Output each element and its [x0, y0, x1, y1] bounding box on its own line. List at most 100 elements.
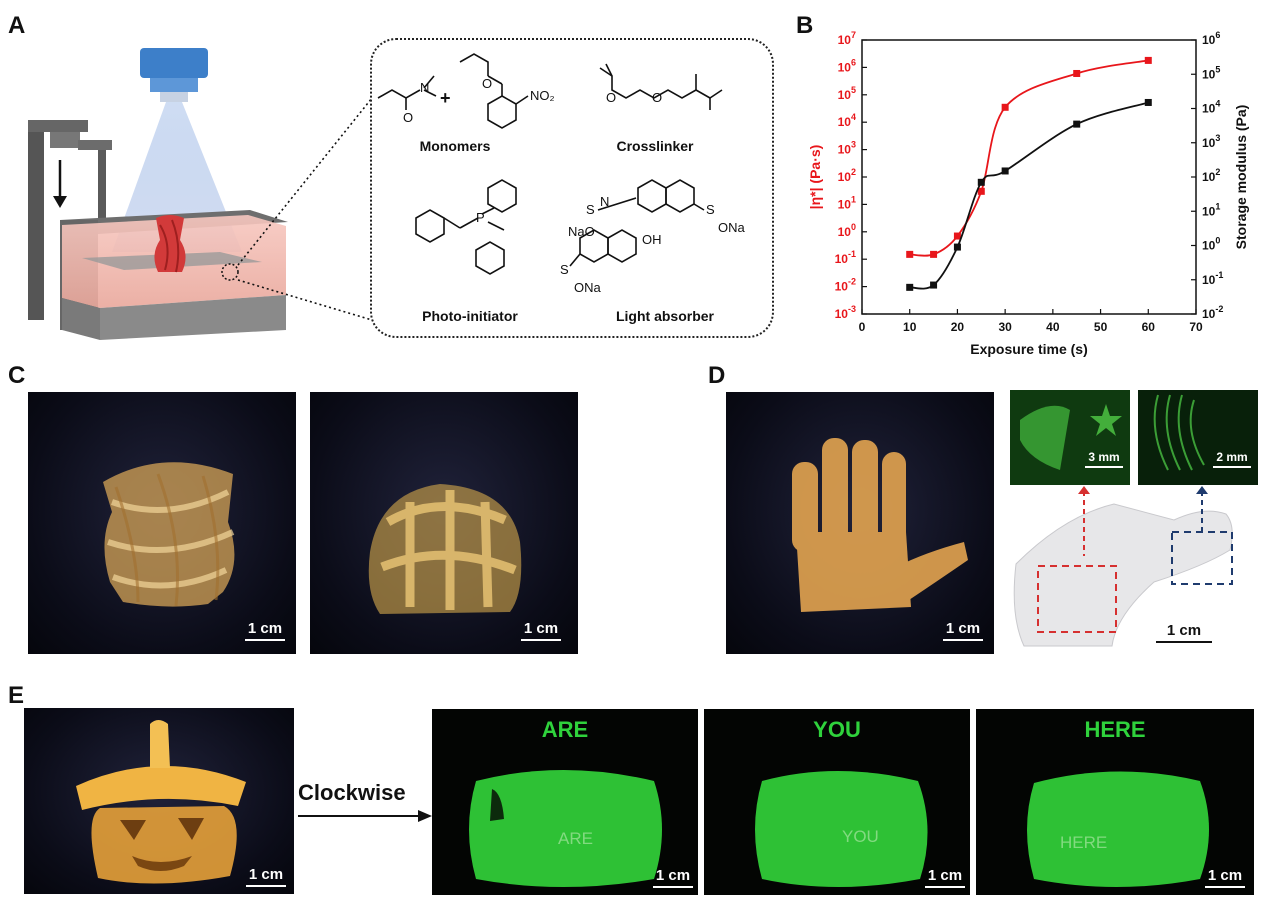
photoinitiator-label: Photo-initiator: [422, 308, 518, 324]
panel-label-c: C: [8, 362, 26, 389]
right-arrow-icon: [418, 810, 432, 822]
y-left-tick-label: 10-2: [835, 277, 856, 294]
plot-frame: [861, 39, 1197, 315]
rheology-chart: 0 10 20 30 40 50 60 70 10-3 10-2 10-1 100 101 102 103 1…: [807, 30, 1249, 357]
hand-3d-model: [1013, 486, 1233, 647]
panel-label-a: A: [8, 12, 26, 39]
viscosity-point: [906, 250, 914, 258]
chem-structures: N O + O NO₂ O O P N S ONa S NaO OH S ONa: [377, 53, 746, 295]
engraved-text-are: ARE: [558, 829, 593, 848]
x-tick-label: 50: [1094, 320, 1108, 334]
modulus-point: [1001, 167, 1009, 175]
scale-bar-d3: 2 mm: [1210, 450, 1254, 468]
green-title-you: YOU: [813, 717, 861, 742]
green-pumpkin-here: HERE HERE 1 cm: [976, 709, 1254, 895]
x-axis-label: Exposure time (s): [970, 341, 1087, 357]
chem-ona2: ONa: [574, 280, 602, 295]
y-right-tick-label: 102: [1202, 167, 1220, 184]
green-pumpkin-are: ARE ARE 1 cm: [432, 709, 698, 895]
green-title-are: ARE: [541, 717, 589, 742]
clockwise-label: Clockwise: [298, 780, 406, 805]
y-right-tick-label: 105: [1202, 64, 1220, 81]
scale-bar-d2: 3 mm: [1082, 450, 1126, 468]
chem-oh: OH: [642, 232, 662, 247]
viscosity-point: [1073, 69, 1081, 77]
viscosity-point: [1144, 56, 1152, 64]
modulus-point: [930, 281, 938, 289]
panel-label-b: B: [796, 12, 814, 39]
engraved-text-you: YOU: [842, 827, 879, 846]
viscosity-point: [953, 232, 961, 240]
monomers-label: Monomers: [419, 138, 491, 154]
y-left-tick-label: 103: [838, 140, 856, 157]
y-left-axis-label: |η*| (Pa·s): [807, 145, 823, 210]
scale-bar-d4: 1 cm: [1154, 622, 1214, 643]
light-absorber-label: Light absorber: [615, 308, 714, 324]
blue-dashed-box: [1171, 531, 1233, 585]
projector-icon: [140, 48, 208, 78]
viscosity-point: [977, 187, 985, 195]
chem-ona1: ONa: [718, 220, 746, 235]
photo-hand: 1 cm: [726, 392, 994, 654]
photo-pumpkin: 1 cm: [24, 708, 294, 894]
green-title-here: HERE: [1084, 717, 1146, 742]
modulus-line: [909, 101, 1149, 290]
zoom-circle: [221, 263, 239, 281]
y-right-tick-label: 100: [1202, 236, 1220, 253]
engraved-text-here: HERE: [1060, 833, 1108, 852]
chem-s3: S: [560, 262, 569, 277]
viscosity-line: [909, 59, 1149, 257]
scale-bar-c2: 1 cm: [516, 620, 566, 641]
photo-twisted-vase: 1 cm: [28, 392, 296, 654]
down-arrow-icon: [53, 196, 67, 208]
crosslinker-label: Crosslinker: [616, 138, 694, 154]
modulus-point: [953, 243, 961, 251]
y-left-tick-label: 102: [838, 167, 856, 184]
panel-label-d: D: [708, 362, 726, 389]
x-tick-label: 10: [903, 320, 917, 334]
y-left-tick-label: 104: [838, 112, 856, 129]
pumpkin-eye-left: [120, 820, 146, 840]
y-left-tick-label: 100: [838, 222, 856, 239]
stand: [28, 120, 44, 320]
x-tick-label: 70: [1189, 320, 1203, 334]
y-left-tick-label: 107: [838, 30, 856, 47]
pumpkin-eye-right: [178, 818, 204, 840]
viscosity-point: [1001, 103, 1009, 111]
chemistry-box: [370, 38, 774, 338]
chem-nao: NaO: [568, 224, 595, 239]
scale-bar-e3: 1 cm: [922, 867, 968, 888]
y-right-tick-label: 106: [1202, 30, 1220, 47]
red-dashed-box: [1037, 565, 1117, 633]
scale-bar-c1: 1 cm: [242, 620, 288, 641]
chem-o2: O: [482, 76, 492, 91]
modulus-point: [1144, 98, 1152, 106]
viscosity-point: [930, 250, 938, 258]
y-right-axis-label: Storage modulus (Pa): [1233, 105, 1249, 250]
y-right-tick-label: 101: [1202, 201, 1220, 218]
y-left-tick-label: 106: [838, 57, 856, 74]
x-tick-label: 20: [951, 320, 965, 334]
fluorescence-inset-fingerprint: 2 mm: [1138, 390, 1258, 485]
panel-label-e: E: [8, 682, 25, 709]
chem-n: N: [420, 80, 429, 95]
scale-bar-d1: 1 cm: [938, 620, 988, 641]
chem-o3: O: [606, 90, 616, 105]
chem-o1: O: [403, 110, 413, 125]
chem-p: P: [476, 210, 485, 225]
y-left-tick-label: 101: [838, 194, 856, 211]
chem-no2: NO₂: [530, 88, 555, 103]
y-right-tick-label: 10-1: [1202, 270, 1223, 287]
modulus-point: [906, 283, 914, 291]
photo-lattice-cage: 1 cm: [310, 392, 578, 654]
y-right-tick-label: 104: [1202, 99, 1220, 116]
x-tick-label: 40: [1046, 320, 1060, 334]
blue-up-arrow-icon: [1196, 486, 1208, 494]
printer-illustration: [28, 48, 288, 340]
y-left-tick-label: 10-3: [835, 304, 856, 321]
plus-sign: +: [440, 88, 451, 108]
x-tick-label: 30: [998, 320, 1012, 334]
y-right-tick-label: 10-2: [1202, 304, 1223, 321]
chem-s2: S: [586, 202, 595, 217]
